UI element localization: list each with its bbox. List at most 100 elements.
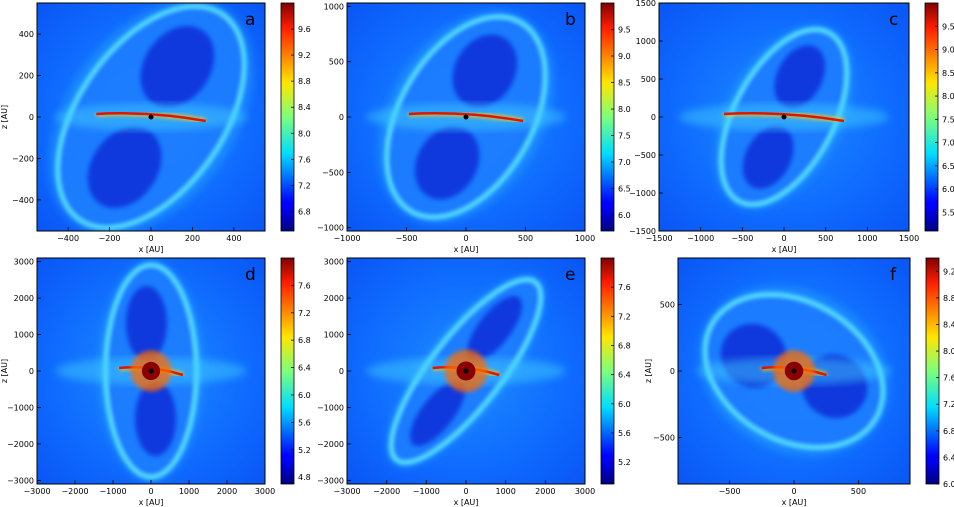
colorbar-tick-label: 6.8 xyxy=(298,207,311,216)
y-tick-label: 1000 xyxy=(636,37,656,46)
panel-e: e −3000 −2000 −1000 0 1000 2000 3000 −3000 −2000 −… xyxy=(317,257,631,507)
colorbar-tick-label: 9.6 xyxy=(298,25,311,34)
y-tick-label: 400 xyxy=(19,30,34,39)
x-tick-label: −1500 xyxy=(645,234,672,243)
colorbar-tick-label: 7.6 xyxy=(943,374,954,383)
heatmap-b xyxy=(347,3,585,231)
colorbar-tick-label: 7.2 xyxy=(298,309,311,318)
x-axis-label: x [AU] xyxy=(454,245,479,254)
y-tick-label: 3000 xyxy=(14,258,34,267)
colorbar-tick-label: 6.8 xyxy=(298,336,311,345)
x-tick-label: 500 xyxy=(518,234,533,243)
colorbar-tick-label: 9.0 xyxy=(942,46,954,55)
panel-label: c xyxy=(889,10,898,30)
colorbar-tick-label: 9.5 xyxy=(942,22,954,31)
panel-b: b −1000 −500 0 500 1000 −1000 −500 0 500 1000 x [AU… xyxy=(317,2,631,254)
panel-a: a −400 −200 0 200 400 −400 −200 0 200 400 x [AU] z [… xyxy=(0,2,311,254)
x-tick-label: −3000 xyxy=(23,487,50,496)
heatmap-a xyxy=(37,3,265,231)
panel-d: d −3000 −2000 −1000 0 1000 2000 3000 −3000 −2000 −… xyxy=(0,257,311,507)
x-tick-label: −400 xyxy=(57,234,79,243)
colorbar-tick-label: 8.0 xyxy=(618,105,631,114)
y-tick-label: −400 xyxy=(12,196,34,205)
colorbar-tick-label: 5.2 xyxy=(618,458,631,467)
x-tick-label: 200 xyxy=(185,234,200,243)
x-tick-label: −1000 xyxy=(413,487,440,496)
x-tick-label: 0 xyxy=(463,487,468,496)
colorbar-tick-label: 5.6 xyxy=(618,429,631,438)
colorbar-c: 5.5 6.0 6.5 7.0 7.5 8.0 8.5 9.0 9.5 xyxy=(924,2,954,232)
y-tick-label: 2000 xyxy=(324,294,344,303)
colorbar-tick-label: 5.6 xyxy=(298,418,311,427)
x-tick-label: 0 xyxy=(791,487,796,496)
x-tick-label: −1000 xyxy=(99,487,126,496)
x-tick-label: −500 xyxy=(396,234,418,243)
y-tick-label: −1000 xyxy=(317,403,344,412)
x-tick-label: −2000 xyxy=(373,487,400,496)
colorbar-tick-label: 8.8 xyxy=(298,77,311,86)
colorbar-tick-label: 7.2 xyxy=(943,400,954,409)
colorbar-tick-label: 6.0 xyxy=(942,185,954,194)
y-tick-label: 500 xyxy=(660,301,675,310)
x-tick-label: 1000 xyxy=(179,487,199,496)
colorbar-tick-label: 6.0 xyxy=(618,400,631,409)
y-tick-label: −200 xyxy=(12,154,34,163)
y-tick-label: 1500 xyxy=(636,0,656,8)
heatmap-e xyxy=(347,258,585,484)
x-tick-label: 500 xyxy=(851,487,866,496)
colorbar-tick-label: 6.5 xyxy=(942,162,954,171)
colorbar-tick-label: 8.0 xyxy=(298,129,311,138)
colorbar-tick-label: 9.2 xyxy=(943,267,954,276)
x-tick-label: 400 xyxy=(226,234,241,243)
colorbar-tick-label: 7.6 xyxy=(298,281,311,290)
y-tick-label: 1000 xyxy=(324,331,344,340)
colorbar-tick-label: 6.8 xyxy=(618,341,631,350)
colorbar-e: 5.2 5.6 6.0 6.4 6.8 7.2 7.6 xyxy=(600,257,631,485)
panel-label: e xyxy=(565,265,575,285)
y-tick-label: 200 xyxy=(19,72,34,81)
colorbar-tick-label: 5.5 xyxy=(942,208,954,217)
colorbar-b: 6.0 6.5 7.0 7.5 8.0 8.5 9.0 9.5 xyxy=(600,2,631,232)
x-tick-label: 1000 xyxy=(857,234,877,243)
y-tick-label: −1500 xyxy=(629,227,656,236)
y-tick-label: 500 xyxy=(329,58,344,67)
y-tick-label: −500 xyxy=(634,151,656,160)
y-tick-label: 0 xyxy=(670,367,675,376)
colorbar-d: 4.8 5.2 5.6 6.0 6.4 6.8 7.2 7.6 xyxy=(280,257,311,485)
y-tick-label: −1000 xyxy=(7,403,34,412)
colorbar-tick-label: 7.6 xyxy=(298,155,311,164)
x-tick-label: 1000 xyxy=(575,234,595,243)
colorbar-tick-label: 8.0 xyxy=(943,347,954,356)
y-axis-label: z [AU] xyxy=(0,359,9,383)
y-axis-label: z [AU] xyxy=(644,359,653,383)
x-tick-label: 3000 xyxy=(575,487,595,496)
x-axis-label: x [AU] xyxy=(782,498,807,507)
colorbar-tick-label: 7.2 xyxy=(298,181,311,190)
colorbar-tick-label: 8.4 xyxy=(943,320,954,329)
x-tick-label: 0 xyxy=(463,234,468,243)
x-tick-label: 1500 xyxy=(899,234,919,243)
y-tick-label: 0 xyxy=(339,367,344,376)
y-tick-label: 1000 xyxy=(324,2,344,11)
y-axis-label: z [AU] xyxy=(0,105,9,129)
x-tick-label: 0 xyxy=(781,234,786,243)
y-tick-label: 0 xyxy=(339,113,344,122)
panel-label: a xyxy=(245,10,255,30)
x-tick-label: 0 xyxy=(148,487,153,496)
colorbar-tick-label: 8.5 xyxy=(618,79,631,88)
colorbar-tick-label: 8.5 xyxy=(942,69,954,78)
colorbar-tick-label: 6.4 xyxy=(943,453,954,462)
x-axis-label: x [AU] xyxy=(139,245,164,254)
x-tick-label: −1000 xyxy=(687,234,714,243)
colorbar-tick-label: 6.0 xyxy=(618,211,631,220)
x-axis-label: x [AU] xyxy=(139,498,164,507)
colorbar-tick-label: 7.5 xyxy=(942,115,954,124)
colorbar-tick-label: 5.2 xyxy=(298,446,311,455)
heatmap-f xyxy=(678,258,910,484)
colorbar-tick-label: 7.6 xyxy=(618,283,631,292)
colorbar-tick-label: 7.2 xyxy=(618,312,631,321)
y-tick-label: −500 xyxy=(653,433,675,442)
x-tick-label: −200 xyxy=(99,234,121,243)
y-tick-label: −1000 xyxy=(629,189,656,198)
heatmap-c xyxy=(659,3,909,231)
